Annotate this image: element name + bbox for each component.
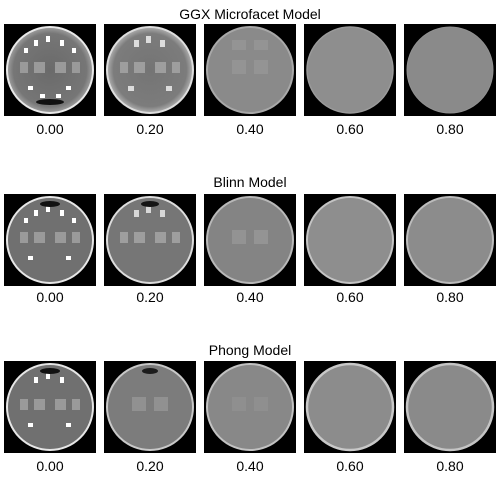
phong-render-20 xyxy=(104,361,196,453)
blinn-label-0: 0.00 xyxy=(36,289,64,305)
ggx-label-20: 0.20 xyxy=(136,121,164,137)
blinn-label-60: 0.60 xyxy=(336,289,364,305)
ggx-render-0 xyxy=(4,24,96,116)
ggx-render-40 xyxy=(204,24,296,116)
phong-section-title: Phong Model xyxy=(208,342,292,358)
blinn-render-60 xyxy=(304,194,396,286)
blinn-render-40 xyxy=(204,194,296,286)
phong-label-20: 0.20 xyxy=(136,458,164,474)
blinn-section-title: Blinn Model xyxy=(213,174,287,190)
ggx-label-0: 0.00 xyxy=(36,121,64,137)
phong-render-40 xyxy=(204,361,296,453)
ggx-render-60 xyxy=(304,24,396,116)
phong-render-80 xyxy=(404,361,496,453)
phong-render-0 xyxy=(4,361,96,453)
ggx-render-20 xyxy=(104,24,196,116)
phong-label-40: 0.40 xyxy=(236,458,264,474)
blinn-render-0 xyxy=(4,194,96,286)
blinn-label-20: 0.20 xyxy=(136,289,164,305)
ggx-label-80: 0.80 xyxy=(436,121,464,137)
ggx-label-40: 0.40 xyxy=(236,121,264,137)
ggx-label-60: 0.60 xyxy=(336,121,364,137)
blinn-label-40: 0.40 xyxy=(236,289,264,305)
ggx-render-80 xyxy=(404,24,496,116)
blinn-render-80 xyxy=(404,194,496,286)
blinn-label-80: 0.80 xyxy=(436,289,464,305)
blinn-render-20 xyxy=(104,194,196,286)
phong-label-0: 0.00 xyxy=(36,458,64,474)
phong-label-80: 0.80 xyxy=(436,458,464,474)
phong-render-60 xyxy=(304,361,396,453)
phong-label-60: 0.60 xyxy=(336,458,364,474)
ggx-section-title: GGX Microfacet Model xyxy=(179,6,321,22)
